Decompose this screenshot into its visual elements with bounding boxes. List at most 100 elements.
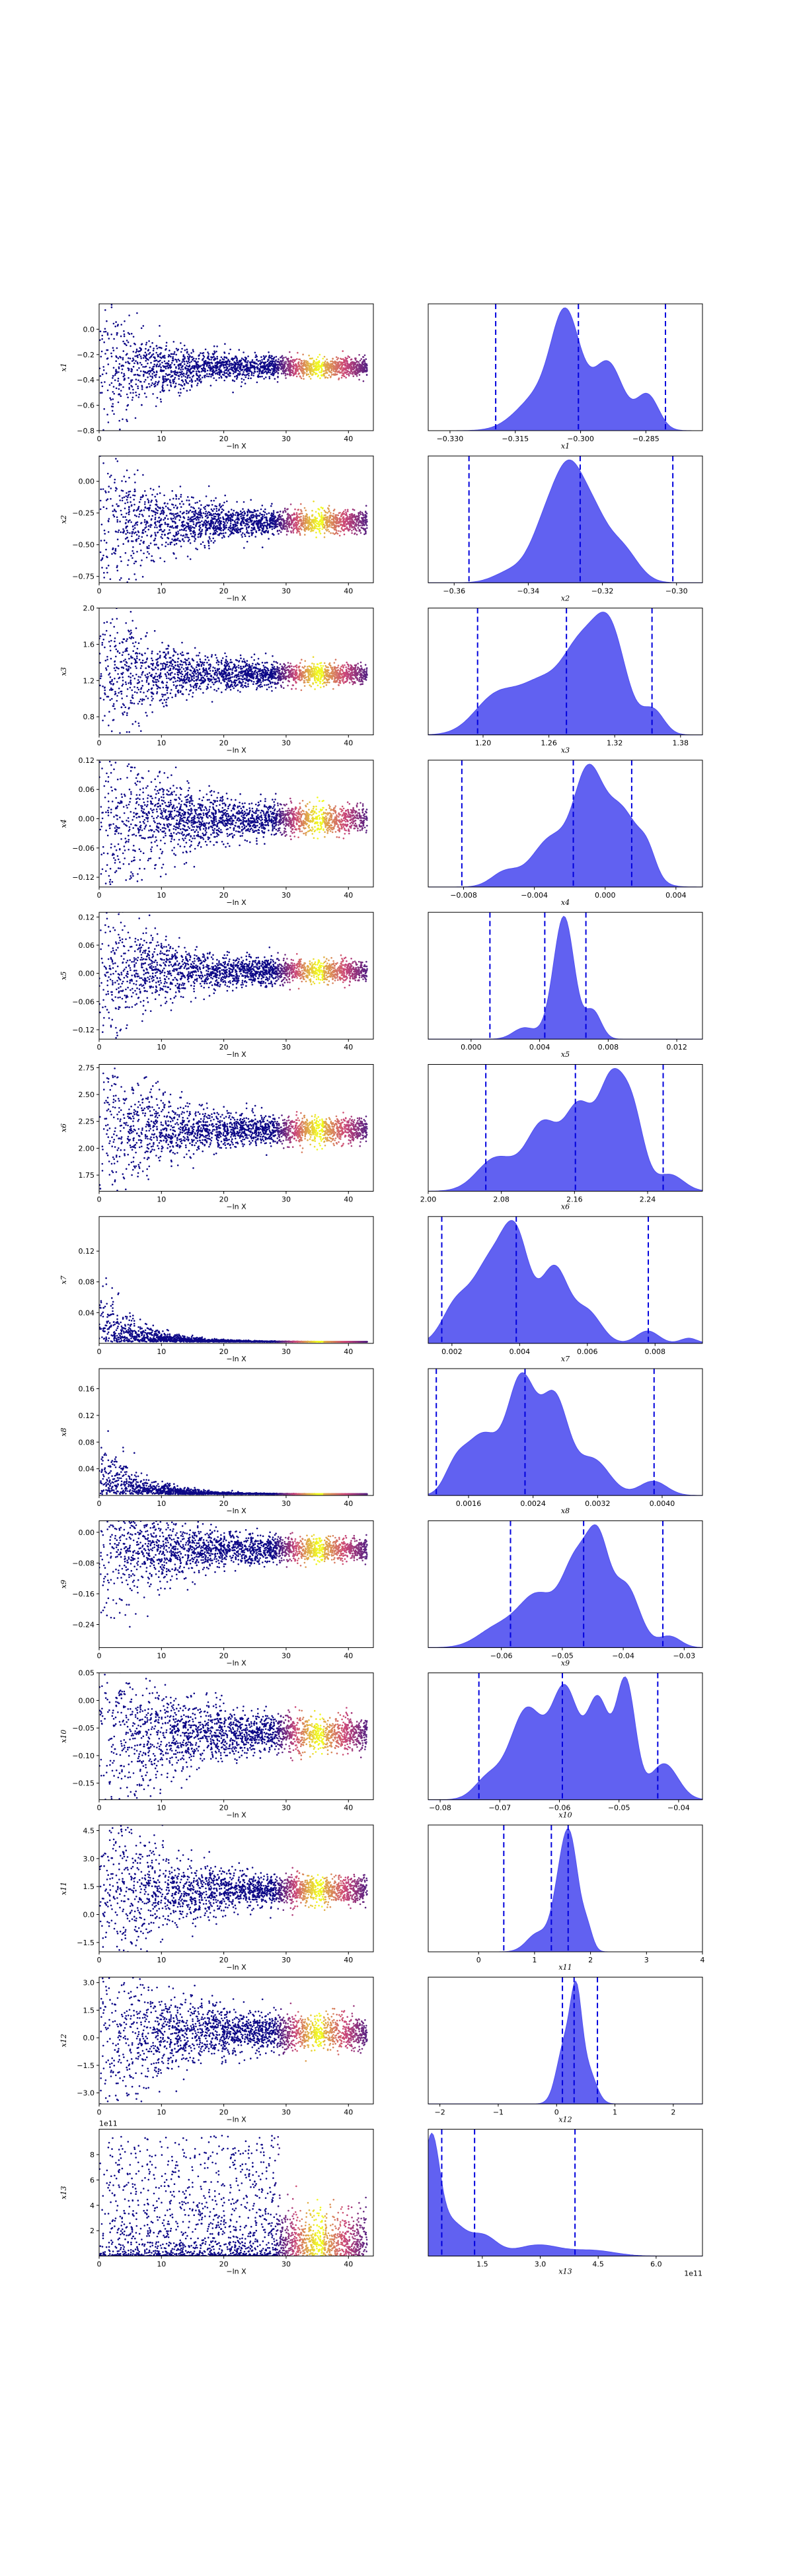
trace-point xyxy=(362,356,365,358)
trace-point xyxy=(347,355,350,357)
trace-point xyxy=(304,522,307,524)
trace-point xyxy=(243,517,245,519)
trace-point xyxy=(129,357,132,360)
trace-point xyxy=(158,507,160,509)
trace-point xyxy=(241,381,243,383)
trace-point xyxy=(202,512,205,515)
trace-point xyxy=(194,647,196,649)
trace-point xyxy=(276,370,278,373)
trace-point xyxy=(253,659,256,661)
trace-point xyxy=(183,528,186,530)
trace-point xyxy=(180,373,183,375)
trace-point xyxy=(295,512,298,514)
trace-point xyxy=(137,387,139,390)
trace-point xyxy=(229,524,232,526)
trace-point xyxy=(161,357,163,359)
trace-point xyxy=(213,355,215,358)
trace-point xyxy=(342,358,344,360)
trace-point xyxy=(157,548,160,550)
trace-point xyxy=(280,356,283,358)
trace-point xyxy=(223,359,225,361)
trace-point xyxy=(324,376,326,379)
trace-point xyxy=(208,375,210,378)
trace-point xyxy=(313,365,316,367)
trace-point xyxy=(265,516,268,519)
trace-point xyxy=(222,373,224,376)
trace-point xyxy=(126,492,128,494)
trace-point xyxy=(308,520,311,522)
trace-point xyxy=(300,519,302,520)
trace-point xyxy=(254,520,257,523)
trace-point xyxy=(221,508,223,511)
trace-point xyxy=(305,509,307,511)
trace-point xyxy=(208,485,210,487)
trace-point xyxy=(123,378,126,381)
trace-point xyxy=(132,650,134,652)
trace-point xyxy=(215,532,217,535)
trace-point xyxy=(219,528,221,530)
trace-point xyxy=(186,376,189,378)
trace-point xyxy=(169,509,172,511)
trace-point xyxy=(143,371,145,373)
trace-point xyxy=(266,522,269,525)
trace-point xyxy=(303,371,305,373)
trace-point xyxy=(133,686,135,688)
trace-point xyxy=(116,569,119,572)
trace-point xyxy=(130,380,132,383)
trace-point xyxy=(326,358,328,361)
trace-point xyxy=(102,429,104,431)
trace-point xyxy=(285,361,287,363)
trace-point xyxy=(153,544,156,546)
trace-point xyxy=(208,366,210,369)
trace-point xyxy=(133,573,135,575)
trace-point xyxy=(341,362,343,365)
trace-point xyxy=(116,503,118,505)
trace-point xyxy=(198,367,200,369)
trace-point xyxy=(112,510,114,513)
trace-point xyxy=(197,361,199,363)
trace-point xyxy=(209,364,211,367)
trace-point xyxy=(211,510,213,512)
trace-point xyxy=(198,355,200,357)
trace-point xyxy=(290,524,292,526)
trace-point xyxy=(106,621,108,623)
trace-point xyxy=(153,383,155,386)
trace-point xyxy=(112,548,114,550)
trace-point xyxy=(355,357,357,359)
trace-point xyxy=(178,365,180,367)
trace-point xyxy=(254,511,256,513)
trace-point xyxy=(216,526,219,529)
trace-point xyxy=(260,372,263,375)
trace-point xyxy=(180,524,183,527)
trace-point xyxy=(208,542,210,544)
trace-point xyxy=(146,386,148,388)
trace-point xyxy=(278,367,280,370)
trace-point xyxy=(253,521,256,523)
trace-point xyxy=(167,355,170,358)
trace-point xyxy=(275,355,278,358)
trace-point xyxy=(193,507,196,510)
trace-point xyxy=(307,526,309,528)
trace-point xyxy=(180,342,182,344)
trace-point xyxy=(151,341,153,344)
trace-point xyxy=(251,359,254,361)
x-tick-label: −0.285 xyxy=(632,435,660,443)
trace-point xyxy=(138,393,140,396)
trace-point xyxy=(288,520,291,522)
trace-point xyxy=(139,347,141,349)
trace-point xyxy=(121,499,124,502)
trace-point xyxy=(251,677,253,679)
trace-point xyxy=(264,356,266,359)
trace-point xyxy=(153,560,155,563)
trace-point xyxy=(186,555,189,557)
trace-point xyxy=(301,363,304,365)
trace-point xyxy=(313,359,315,362)
trace-point xyxy=(184,356,186,358)
trace-point xyxy=(285,356,287,359)
trace-point xyxy=(209,384,212,387)
trace-point xyxy=(239,691,241,693)
trace-point xyxy=(124,516,126,518)
trace-point xyxy=(340,530,342,532)
trace-point xyxy=(176,539,178,541)
trace-point xyxy=(162,513,165,515)
